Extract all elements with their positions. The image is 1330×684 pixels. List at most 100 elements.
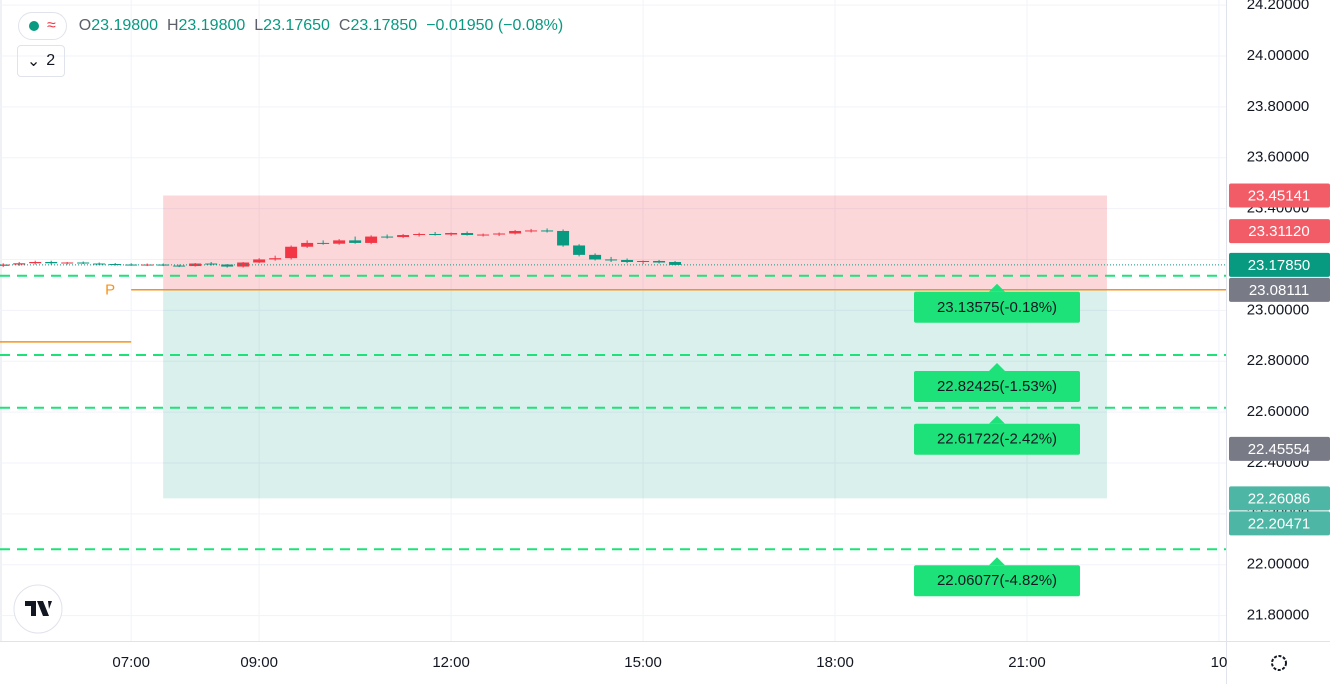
candle-body xyxy=(269,258,282,260)
price-tag xyxy=(1229,252,1330,277)
ohlc-legend: ≈ O 23.19800 H 23.19800 L 23.17650 C 23.17850 −0… xyxy=(18,12,572,40)
target-pointer xyxy=(989,415,1005,424)
candle-body xyxy=(317,242,330,244)
x-tick-label: 09:00 xyxy=(240,654,278,671)
y-tick-label: 23.60000 xyxy=(1247,149,1310,166)
indicator-toggle[interactable]: ⌄ 2 xyxy=(17,45,65,77)
candle-body xyxy=(541,230,554,232)
x-tick-label: 10 xyxy=(1211,654,1228,671)
candle-body xyxy=(349,240,362,243)
settings-icon[interactable] xyxy=(1271,655,1287,671)
ohlc-key: L xyxy=(254,17,264,34)
target-label: 22.06077(-4.82%) xyxy=(937,572,1057,589)
candle-body xyxy=(93,263,106,265)
price-tag-label: 22.45554 xyxy=(1248,441,1311,458)
candle-body xyxy=(253,259,266,263)
candle-body xyxy=(61,262,74,264)
ohlc-value: 23.17850 xyxy=(350,17,418,34)
ohlc-value: 23.17650 xyxy=(263,17,330,34)
price-tag-label: 23.31120 xyxy=(1248,223,1309,240)
price-tag xyxy=(1229,219,1330,244)
y-tick-label: 24.00000 xyxy=(1247,47,1310,64)
candle-body xyxy=(45,261,58,264)
target-box xyxy=(914,423,1080,455)
price-tag-label: 22.20471 xyxy=(1248,515,1311,532)
ohlc-value: 23.19800 xyxy=(178,17,246,34)
y-tick-label: 24.20000 xyxy=(1247,0,1310,13)
price-tag xyxy=(1229,486,1330,511)
price-tag-label: 22.26086 xyxy=(1248,490,1311,507)
candle-body xyxy=(173,265,186,267)
x-tick-label: 18:00 xyxy=(816,654,854,671)
price-tag xyxy=(1229,183,1330,208)
candle-body xyxy=(461,232,474,236)
price-tag-label: 23.45141 xyxy=(1248,187,1311,204)
candle-body xyxy=(589,254,602,260)
candle-body xyxy=(669,261,682,265)
candle-body xyxy=(525,230,538,232)
price-tag-label: 23.17850 xyxy=(1248,257,1311,274)
candle-body xyxy=(397,235,410,238)
candle-body xyxy=(333,240,346,244)
target-label: 22.82425(-1.53%) xyxy=(937,378,1057,395)
candle-body xyxy=(301,242,314,247)
target-box xyxy=(914,291,1080,323)
status-icon: ≈ xyxy=(47,17,56,34)
candle-body xyxy=(605,259,618,261)
ohlc-key: C xyxy=(338,17,351,34)
price-tag-label: 23.08111 xyxy=(1249,282,1309,299)
x-tick-label: 21:00 xyxy=(1008,654,1046,671)
candle-body xyxy=(77,262,90,264)
y-tick-label: 23.00000 xyxy=(1247,301,1310,318)
candle-body xyxy=(221,264,234,267)
ohlc-key: O xyxy=(78,17,92,34)
target-box xyxy=(914,371,1080,403)
price-tag xyxy=(1229,436,1330,461)
candle-body xyxy=(109,264,122,266)
indicator-count: 2 xyxy=(46,52,56,69)
candle-body xyxy=(157,264,170,266)
tv-logo xyxy=(13,584,63,634)
target-pointer xyxy=(989,557,1005,566)
symbol-status[interactable]: ≈ xyxy=(18,12,67,40)
tv-logo-mark xyxy=(25,601,52,616)
candle-body xyxy=(285,246,298,259)
stop-zone xyxy=(163,195,1107,290)
candle-body xyxy=(493,233,506,235)
candle-body xyxy=(381,236,394,238)
candle-body xyxy=(429,234,442,236)
candle-body xyxy=(573,245,586,255)
candle-body xyxy=(477,234,490,236)
chevron: ⌄ xyxy=(26,53,41,70)
x-tick-label: 07:00 xyxy=(112,654,150,671)
y-tick-label: 22.60000 xyxy=(1247,403,1310,420)
candle-body xyxy=(29,261,42,264)
y-tick-label: 22.00000 xyxy=(1247,556,1310,573)
candle-body xyxy=(0,264,10,266)
candle-body xyxy=(621,259,634,262)
ohlc-value: 23.19800 xyxy=(91,17,158,34)
x-tick-label: 12:00 xyxy=(432,654,470,671)
y-tick-label: 22.80000 xyxy=(1247,352,1310,369)
target-label: 23.13575(-0.18%) xyxy=(937,299,1057,316)
candle-body xyxy=(125,264,138,266)
target-pointer xyxy=(989,363,1005,372)
pivot-label: P xyxy=(105,282,115,299)
candle-body xyxy=(637,260,650,262)
candle-body xyxy=(205,263,218,265)
candle-body xyxy=(557,230,570,246)
target-pointer xyxy=(989,283,1005,292)
y-tick-label: 21.80000 xyxy=(1247,607,1310,624)
candle-body xyxy=(13,263,26,265)
ohlc-change: −0.01950 (−0.08%) xyxy=(426,17,564,34)
x-tick-label: 15:00 xyxy=(624,654,662,671)
target-label: 22.61722(-2.42%) xyxy=(937,431,1057,448)
price-tag xyxy=(1229,277,1330,302)
price-tag xyxy=(1229,511,1330,536)
candle-body xyxy=(445,232,458,235)
status-dot xyxy=(29,21,39,31)
candle-body xyxy=(653,260,666,263)
ohlc-key: H xyxy=(166,17,179,34)
